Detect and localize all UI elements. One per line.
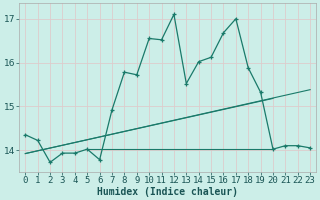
X-axis label: Humidex (Indice chaleur): Humidex (Indice chaleur) — [97, 186, 238, 197]
